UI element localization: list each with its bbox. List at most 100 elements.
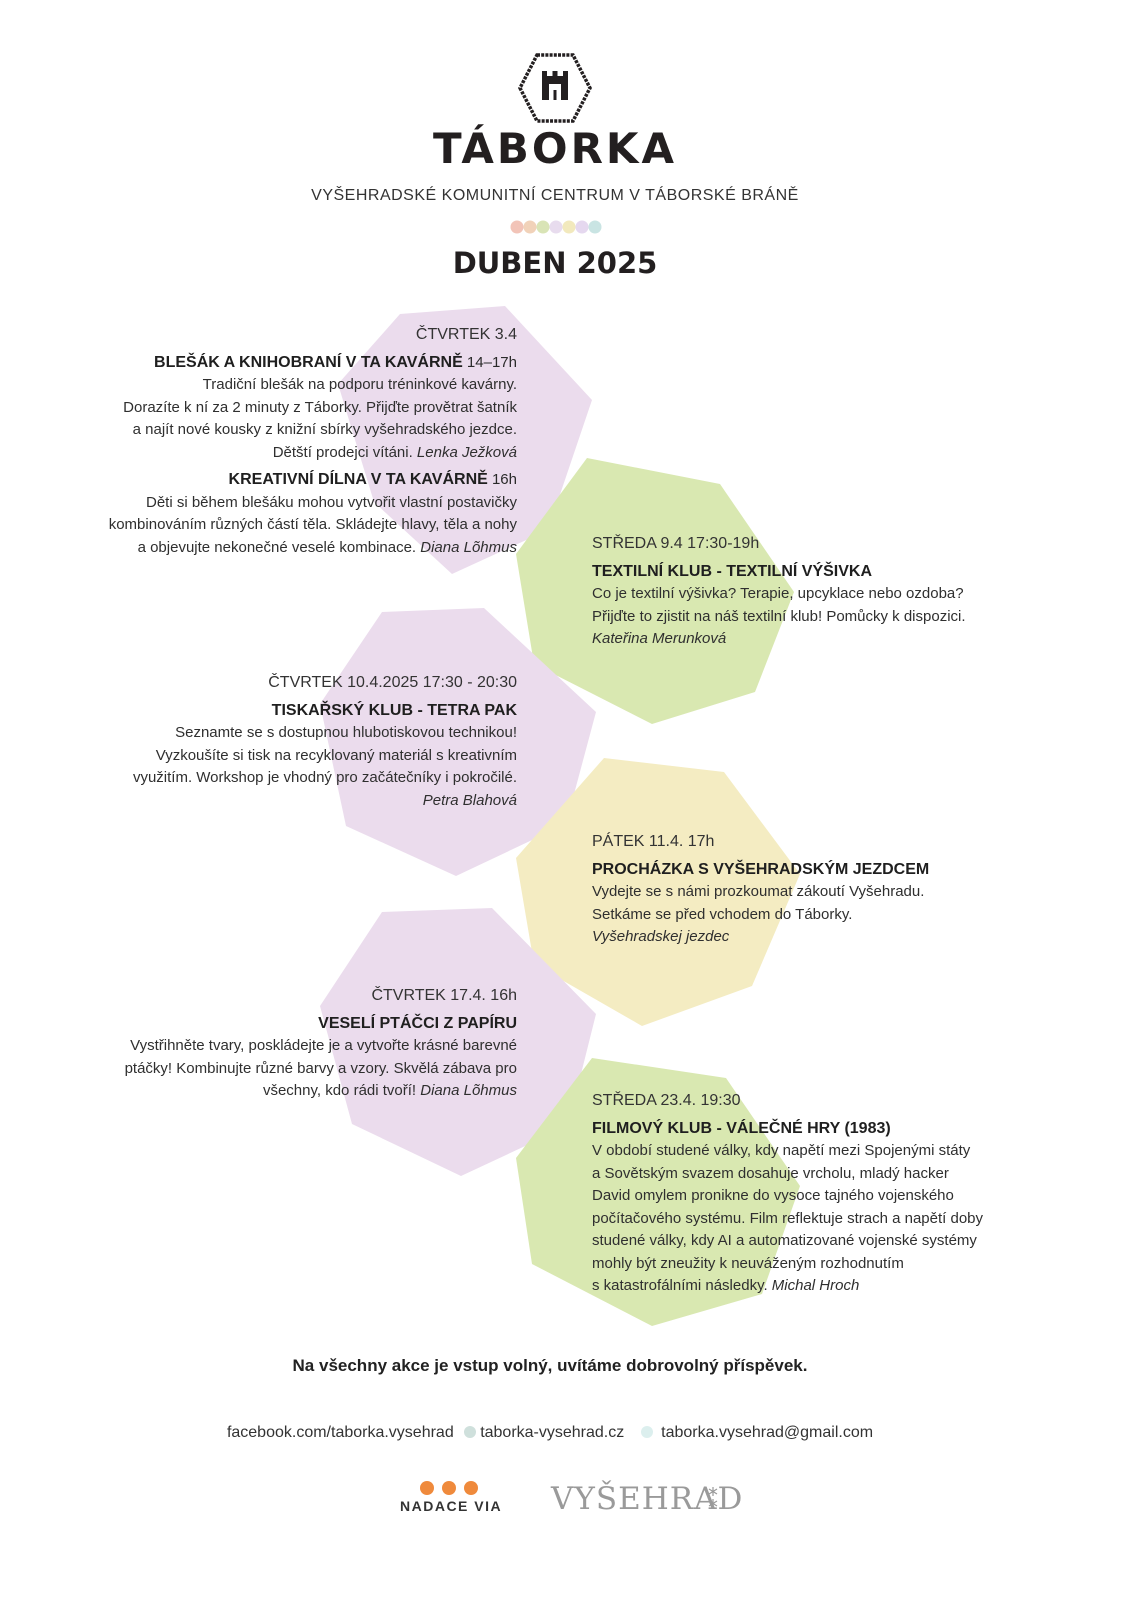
event-date: STŘEDA 9.4 17:30-19h (592, 535, 760, 552)
event-title: PROCHÁZKA S VYŠEHRADSKÝM JEZDCEM (592, 860, 930, 878)
event-print-club: ČTVRTEK 10.4.2025 17:30 - 20:30 TISKAŘSK… (57, 672, 517, 812)
event-author: Lenka Ježková (416, 443, 517, 461)
description-line: počítačového systému. Film reflektuje st… (592, 1209, 984, 1227)
free-entry-notice: Na všechny akce je vstup volný, uvítáme … (292, 1356, 808, 1375)
hexagon-shape (516, 1058, 800, 1326)
vysehrad-logo: VYŠEHRAD (551, 1481, 742, 1521)
color-dots-divider (510, 220, 610, 234)
description-text: všechny, kdo rádi tvoří! (262, 1082, 421, 1099)
event-title: FILMOVÝ KLUB - VÁLEČNÉ HRY (1983) (592, 1119, 891, 1137)
three-dots-icon (420, 1481, 478, 1495)
event-heading: BLEŠÁK A KNIHOBRANÍ V TA KAVÁRNĚ 14–17h (57, 352, 517, 375)
color-dot (523, 220, 537, 234)
description-line: a najít nové kousky z knižní sbírky vyše… (132, 421, 517, 438)
color-dot (536, 220, 550, 234)
event-time: 16h (487, 471, 517, 488)
description-line: Přijďte to zjistit na náš textilní klub!… (592, 607, 966, 625)
description-line: V období studené války, kdy napětí mezi … (592, 1142, 971, 1159)
event-description: V období studené války, kdy napětí mezi … (592, 1140, 1032, 1298)
bullet-dot-icon (640, 1426, 653, 1438)
description-line: kombinováním různých částí těla. Skládej… (108, 516, 517, 533)
event-author: Diana Lõhmus (420, 538, 517, 556)
bullet-dot-icon (464, 1426, 477, 1438)
description-line: mohly být zneužity k neuváženým rozhodnu… (592, 1254, 904, 1272)
description-line: Dorazíte k ní za 2 minuty z Táborky. Při… (123, 398, 517, 416)
snowflake-mark-icon (708, 1487, 718, 1508)
email-link[interactable]: taborka.vysehrad@gmail.com (661, 1424, 874, 1441)
description-line: Vystřihněte tvary, poskládejte je a vytv… (130, 1037, 517, 1054)
nadace-via-logo: NADACE VIA (398, 1478, 508, 1518)
color-dot (588, 220, 602, 234)
event-description: Vystřihněte tvary, poskládejte je a vytv… (57, 1035, 517, 1103)
event-title: TEXTILNÍ KLUB - TEXTILNÍ VÝŠIVKA (592, 562, 873, 580)
month-heading: DUBEN 2025 (452, 246, 658, 280)
hexagon-lilac-3 (320, 908, 596, 1176)
description-line: Setkáme se před vchodem do Táborky. (592, 905, 853, 923)
hexagon-shape (320, 608, 596, 876)
event-date: PÁTEK 11.4. 17h (592, 833, 715, 850)
contacts-row: facebook.com/taborka.vysehrad taborka-vy… (0, 1424, 1100, 1442)
website-link[interactable]: taborka-vysehrad.cz (480, 1424, 625, 1441)
description-line: a objevujte nekonečné veselé kombinace. … (47, 537, 517, 560)
event-title: TISKAŘSKÝ KLUB - TETRA PAK (271, 701, 517, 719)
description-line: David omylem pronikne do vysoce tajného … (592, 1187, 954, 1204)
description-text: Dětští prodejci vítáni. (272, 443, 417, 461)
event-author: Petra Blahová (422, 791, 517, 809)
hexagon-shape (516, 758, 800, 1026)
event-author: Kateřina Merunková (592, 630, 727, 647)
color-dot (510, 220, 524, 234)
description-line: Tradiční blešák na podporu tréninkové ka… (202, 376, 517, 393)
description-line: Vyzkoušíte si tisk na recyklovaný materi… (155, 746, 517, 764)
event-paper-birds: ČTVRTEK 17.4. 16h VESELÍ PTÁČCI Z PAPÍRU… (57, 985, 517, 1103)
event-walk: PÁTEK 11.4. 17h PROCHÁZKA S VYŠEHRADSKÝM… (592, 831, 1032, 949)
hexagon-shape (320, 908, 596, 1176)
tower-gate-icon (518, 53, 592, 123)
event-title: KREATIVNÍ DÍLNA V TA KAVÁRNĚ (228, 471, 488, 488)
event-title: VESELÍ PTÁČCI Z PAPÍRU (318, 1014, 517, 1032)
hexagon-green-2 (516, 1058, 800, 1326)
description-line: Co je textilní výšivka? Terapie, upcykla… (592, 585, 964, 602)
event-description: Tradiční blešák na podporu tréninkové ka… (57, 374, 517, 464)
event-description: Seznamte se s dostupnou hlubotiskovou te… (57, 722, 517, 812)
description-line: a Sovětským svazem dosahuje vrcholu, mla… (592, 1164, 949, 1182)
description-line: ptáčky! Kombinujte různé barvy a vzory. … (124, 1059, 517, 1077)
page-title: TÁBORKA (432, 124, 677, 173)
description-text: s katastrofálními následky. (592, 1277, 772, 1294)
description-line: využitím. Workshop je vhodný pro začáteč… (132, 769, 517, 786)
event-heading: KREATIVNÍ DÍLNA V TA KAVÁRNĚ 16h (47, 469, 517, 492)
description-text: a objevujte nekonečné veselé kombinace. (137, 538, 421, 556)
taborka-logo (517, 52, 593, 124)
event-film-club: STŘEDA 23.4. 19:30 FILMOVÝ KLUB - VÁLEČN… (592, 1090, 1032, 1298)
hexagon-lilac-1 (338, 306, 592, 574)
event-date: ČTVRTEK 10.4.2025 17:30 - 20:30 (268, 674, 517, 691)
description-line: s katastrofálními následky. Michal Hroch (592, 1275, 1032, 1298)
vysehrad-wordmark: VYŠEHRAD (551, 1481, 744, 1517)
description-line: Děti si během blešáku mohou vytvořit vla… (146, 493, 517, 511)
hexagon-yellow-1 (516, 758, 800, 1026)
event-description: Vydejte se s námi prozkoumat zákoutí Vyš… (592, 881, 1032, 949)
hexagon-shape (338, 306, 592, 574)
hexagon-green-1 (516, 458, 794, 724)
event-author: Vyšehradskej jezdec (592, 928, 730, 945)
page-subtitle: VYŠEHRADSKÉ KOMUNITNÍ CENTRUM V TÁBORSKÉ… (311, 187, 799, 204)
event-description: Co je textilní výšivka? Terapie, upcykla… (592, 583, 1032, 651)
event-description: Děti si během blešáku mohou vytvořit vla… (47, 492, 517, 560)
event-date: ČTVRTEK 3.4 (415, 326, 517, 343)
event-creative-workshop: KREATIVNÍ DÍLNA V TA KAVÁRNĚ 16h Děti si… (47, 469, 517, 559)
nadace-via-label: NADACE VIA (400, 1498, 503, 1514)
color-dot (562, 220, 576, 234)
hexagon-shape (516, 458, 794, 724)
event-textile-club: STŘEDA 9.4 17:30-19h TEXTILNÍ KLUB - TEX… (592, 533, 1032, 651)
hexagon-lilac-2 (320, 608, 596, 876)
facebook-link[interactable]: facebook.com/taborka.vysehrad (226, 1424, 454, 1441)
event-author: Diana Lõhmus (420, 1082, 517, 1099)
event-author: Michal Hroch (771, 1277, 860, 1294)
color-dot (549, 220, 563, 234)
event-date: STŘEDA 23.4. 19:30 (592, 1092, 741, 1109)
description-line: studené války, kdy AI a automatizované v… (592, 1232, 977, 1249)
event-flea-market: ČTVRTEK 3.4 BLEŠÁK A KNIHOBRANÍ V TA KAV… (57, 324, 517, 464)
description-line: Vydejte se s námi prozkoumat zákoutí Vyš… (592, 883, 925, 900)
description-line: Dětští prodejci vítáni. Lenka Ježková (57, 442, 517, 465)
event-time: 14–17h (462, 353, 517, 371)
color-dot (575, 220, 589, 234)
